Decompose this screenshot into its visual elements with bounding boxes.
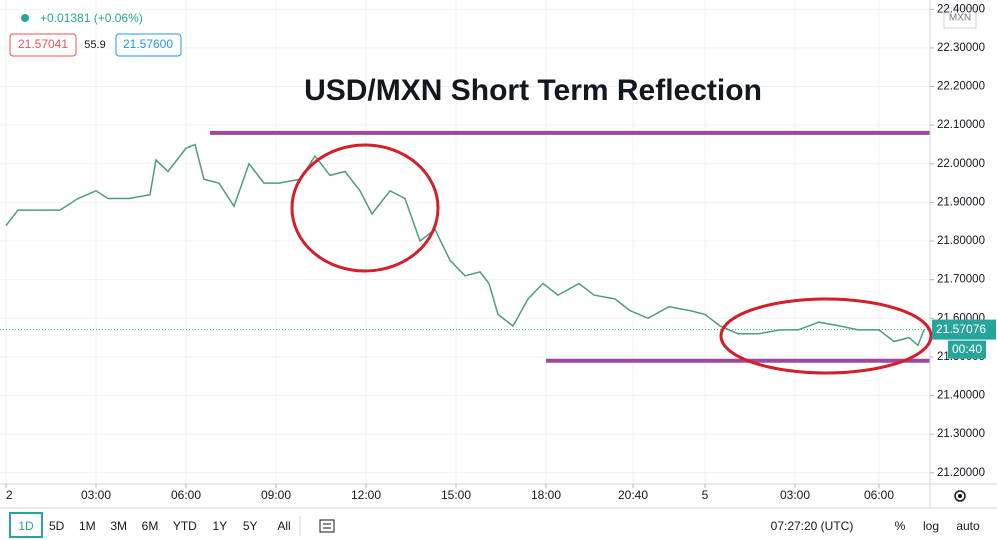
spread: 55.9 [84, 39, 105, 51]
currency[interactable]: MXN [949, 13, 971, 24]
y-tick-label: 22.20000 [937, 81, 985, 93]
y-tick-label: 22.00000 [937, 158, 985, 170]
clock: 07:27:20 (UTC) [771, 519, 854, 533]
y-tick-label: 21.30000 [937, 428, 985, 440]
currency-badge[interactable] [943, 7, 977, 29]
y-tick-label: 22.40000 [937, 3, 985, 15]
scale-option[interactable]: % [895, 519, 906, 533]
x-tick-label: 03:00 [81, 488, 111, 502]
scale-option[interactable]: log [923, 519, 939, 533]
y-tick-label: 21.70000 [937, 274, 985, 286]
x-tick-label: 20:40 [618, 488, 648, 502]
settings-icon[interactable] [954, 490, 966, 502]
countdown: 00:40 [952, 342, 982, 356]
ask[interactable]: 21.57600 [123, 37, 173, 51]
interval-button[interactable]: 1M [79, 519, 96, 533]
interval-button[interactable]: 5D [49, 519, 65, 533]
interval-button[interactable]: YTD [173, 519, 197, 533]
price-line [5, 143, 925, 347]
plot [0, 130, 930, 363]
bid[interactable]: 21.57041 [18, 37, 68, 51]
chart-title: USD/MXN Short Term Reflection [304, 74, 762, 107]
y-tick-label: 22.30000 [937, 42, 985, 54]
ask-box[interactable] [115, 33, 182, 57]
interval-button[interactable]: 1Y [213, 519, 228, 533]
countdown-box [948, 340, 986, 359]
x-tick-label: 03:00 [780, 488, 810, 502]
interval-button[interactable]: All [277, 519, 290, 533]
status-dot [21, 14, 29, 22]
x-tick-label: 15:00 [441, 488, 471, 502]
x-tick-label: 2 [6, 488, 13, 502]
x-tick-label: 09:00 [261, 488, 291, 502]
interval-button[interactable]: 6M [142, 519, 159, 533]
scale-option[interactable]: auto [956, 519, 980, 533]
x-tick-label: 06:00 [171, 488, 201, 502]
y-tick-label: 21.80000 [937, 235, 985, 247]
last-price-label: 21.57076 [936, 322, 986, 336]
interval-button[interactable]: 5Y [243, 519, 258, 533]
y-tick-label: 21.20000 [937, 467, 985, 479]
y-tick-label: 22.10000 [937, 119, 985, 131]
y-tick-label: 21.40000 [937, 390, 985, 402]
circle-annotation [290, 143, 440, 273]
compare-icon[interactable] [319, 519, 335, 533]
x-tick-label: 5 [702, 488, 709, 502]
x-tick-label: 18:00 [531, 488, 561, 502]
interval-button[interactable]: 3M [110, 519, 127, 533]
x-tick-label: 06:00 [864, 488, 894, 502]
change: +0.01381 (+0.06%) [40, 11, 143, 25]
circle-annotation [719, 297, 933, 375]
y-tick-label: 21.90000 [937, 196, 985, 208]
last-price-box [932, 319, 996, 340]
bid-box[interactable] [9, 33, 77, 57]
active-interval [9, 512, 43, 538]
interval-button[interactable]: 1D [18, 519, 34, 533]
x-tick-label: 12:00 [351, 488, 381, 502]
